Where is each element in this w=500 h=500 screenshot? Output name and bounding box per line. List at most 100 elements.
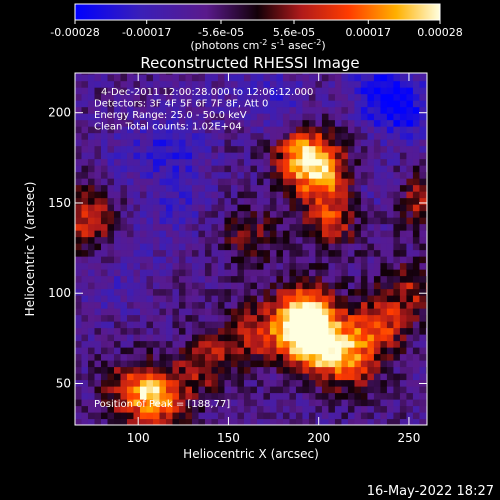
heatmap-cell	[113, 275, 122, 283]
heatmap-cell	[243, 405, 252, 413]
heatmap-cell	[191, 191, 200, 199]
heatmap-cell	[276, 347, 284, 355]
heatmap-cell	[113, 418, 122, 425]
heatmap-cell	[146, 288, 154, 296]
heatmap-cell	[198, 93, 206, 101]
heatmap-cell	[107, 418, 115, 425]
heatmap-cell	[107, 165, 115, 173]
heatmap-cell	[373, 353, 382, 361]
heatmap-cell	[367, 106, 375, 114]
heatmap-cell	[386, 308, 395, 316]
heatmap-cell	[211, 314, 219, 322]
heatmap-cell	[367, 405, 375, 413]
heatmap-cell	[354, 106, 362, 114]
heatmap-cell	[159, 145, 167, 153]
heatmap-cell	[250, 373, 258, 381]
heatmap-cell	[373, 308, 382, 316]
x-axis-label: Heliocentric X (arcsec)	[183, 447, 319, 461]
heatmap-cell	[360, 314, 369, 322]
heatmap-cell	[386, 178, 395, 186]
heatmap-cell	[185, 353, 193, 361]
heatmap-cell	[289, 256, 297, 264]
heatmap-cell	[146, 308, 154, 316]
heatmap-cell	[380, 171, 388, 179]
heatmap-cell	[250, 366, 258, 374]
heatmap-cell	[367, 288, 375, 296]
heatmap-cell	[139, 288, 148, 296]
heatmap-cell	[81, 119, 89, 127]
heatmap-cell	[412, 256, 421, 264]
heatmap-cell	[347, 191, 356, 199]
heatmap-cell	[159, 399, 167, 407]
heatmap-cell	[399, 74, 408, 82]
heatmap-cell	[269, 204, 278, 212]
heatmap-cell	[126, 106, 135, 114]
heatmap-cell	[263, 321, 271, 329]
heatmap-cell	[204, 256, 213, 264]
heatmap-cell	[87, 288, 96, 296]
heatmap-cell	[419, 171, 427, 179]
heatmap-cell	[211, 340, 219, 348]
heatmap-cell	[185, 373, 193, 381]
heatmap-cell	[87, 230, 96, 238]
heatmap-cell	[237, 113, 245, 121]
heatmap-cell	[185, 288, 193, 296]
heatmap-cell	[334, 379, 343, 387]
heatmap-cell	[419, 100, 427, 108]
heatmap-cell	[250, 282, 258, 290]
heatmap-cell	[399, 418, 408, 425]
heatmap-cell	[419, 262, 427, 270]
heatmap-cell	[217, 145, 226, 153]
heatmap-cell	[263, 327, 271, 335]
heatmap-cell	[113, 152, 122, 160]
heatmap-cell	[412, 392, 421, 400]
heatmap-cell	[425, 243, 427, 251]
heatmap-cell	[250, 418, 258, 425]
heatmap-cell	[191, 347, 200, 355]
heatmap-cell	[328, 340, 336, 348]
heatmap-cell	[139, 405, 148, 413]
heatmap-cell	[393, 145, 401, 153]
heatmap-cell	[178, 262, 187, 270]
heatmap-cell	[81, 243, 89, 251]
heatmap-cell	[75, 230, 83, 238]
heatmap-cell	[172, 295, 180, 303]
heatmap-cell	[126, 405, 135, 413]
heatmap-cell	[406, 392, 414, 400]
heatmap-cell	[289, 340, 297, 348]
heatmap-cell	[75, 197, 83, 205]
heatmap-cell	[425, 256, 427, 264]
heatmap-cell	[419, 334, 427, 342]
heatmap-cell	[289, 87, 297, 95]
heatmap-cell	[178, 236, 187, 244]
heatmap-cell	[198, 132, 206, 140]
heatmap-cell	[172, 412, 180, 420]
heatmap-cell	[159, 204, 167, 212]
heatmap-cell	[178, 184, 187, 192]
heatmap-cell	[204, 80, 213, 88]
heatmap-cell	[165, 353, 174, 361]
heatmap-cell	[386, 327, 395, 335]
heatmap-cell	[289, 392, 297, 400]
heatmap-cell	[276, 197, 284, 205]
heatmap-cell	[133, 392, 141, 400]
heatmap-cell	[113, 282, 122, 290]
heatmap-cell	[341, 74, 349, 82]
heatmap-cell	[120, 295, 128, 303]
heatmap-cell	[386, 223, 395, 231]
heatmap-cell	[367, 217, 375, 225]
heatmap-cell	[425, 217, 427, 225]
heatmap-cell	[269, 256, 278, 264]
heatmap-cell	[354, 139, 362, 147]
heatmap-cell	[399, 353, 408, 361]
heatmap-cell	[354, 340, 362, 348]
heatmap-cell	[243, 269, 252, 277]
heatmap-cell	[367, 230, 375, 238]
heatmap-cell	[139, 236, 148, 244]
heatmap-cell	[198, 334, 206, 342]
heatmap-cell	[399, 171, 408, 179]
heatmap-cell	[289, 373, 297, 381]
heatmap-cell	[282, 132, 291, 140]
heatmap-cell	[159, 347, 167, 355]
heatmap-cell	[75, 243, 83, 251]
